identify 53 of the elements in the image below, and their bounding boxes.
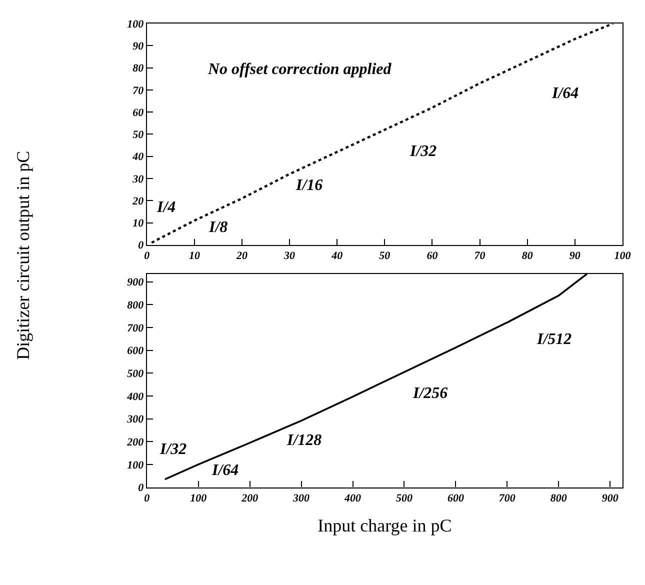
y-tick-label: 300 [126,414,144,426]
y-tick-label: 400 [126,390,144,403]
x-tick-label: 300 [292,492,310,505]
y-tick-label: 0 [138,482,144,494]
y-tick-label: 50 [132,129,144,142]
annotation: I/32 [409,143,437,160]
y-tick-label: 40 [132,151,144,164]
annotation: I/32 [159,441,187,458]
x-tick-label: 20 [236,250,248,262]
x-tick-label: 30 [283,250,296,262]
x-tick-label: 600 [447,492,464,505]
x-tick-label: 50 [379,250,391,262]
annotation: I/16 [295,177,323,194]
y-axis-title: Digitizer circuit output in pC [12,150,33,360]
x-tick-label: 900 [602,492,619,505]
y-tick-label: 10 [132,218,144,230]
annotation: I/256 [412,385,448,402]
y-tick-label: 500 [127,368,144,380]
x-tick-label: 70 [474,250,486,262]
x-tick-label: 800 [550,492,568,505]
annotation: I/64 [211,462,239,479]
x-tick-label: 10 [188,250,200,262]
annotation: I/128 [286,432,322,449]
x-tick-label: 400 [344,492,362,505]
y-tick-label: 30 [132,173,144,186]
y-tick-label: 100 [127,459,144,472]
y-tick-label: 80 [132,62,144,75]
annotation: No offset correction applied [207,61,392,78]
x-tick-label: 200 [240,492,259,505]
annotation: I/4 [156,199,176,216]
y-tick-label: 600 [127,345,144,358]
y-tick-label: 90 [132,40,144,53]
x-tick-label: 90 [569,250,581,262]
y-tick-label: 60 [132,106,144,119]
y-tick-label: 900 [127,276,144,289]
annotation: I/512 [536,331,572,348]
x-tick-label: 100 [614,250,632,262]
x-tick-label: 40 [330,250,344,262]
x-tick-label: 60 [426,250,438,262]
x-tick-label: 500 [396,492,413,505]
y-tick-label: 100 [127,18,144,30]
x-tick-label: 80 [522,250,534,262]
y-tick-label: 0 [138,240,144,252]
annotation: I/8 [208,219,228,236]
x-tick-label: 100 [190,492,208,505]
x-tick-label: 700 [498,492,516,505]
y-tick-label: 70 [132,84,144,97]
y-tick-label: 700 [127,322,144,334]
y-tick-label: 800 [127,300,144,312]
annotation: I/64 [551,85,579,102]
y-tick-label: 200 [126,436,144,448]
y-tick-label: 20 [132,195,144,208]
x-axis-title: Input charge in pC [318,516,452,536]
